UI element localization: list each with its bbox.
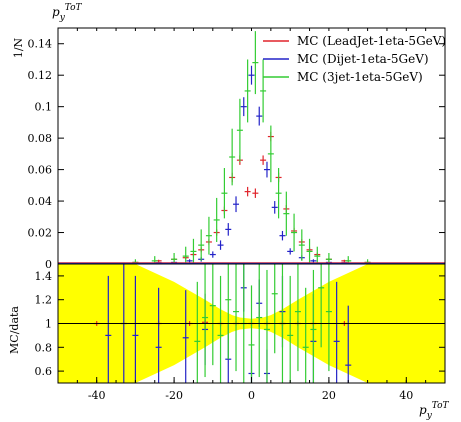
ratio-ylabel: MC/data bbox=[8, 306, 21, 354]
ratio-plot-frame bbox=[57, 263, 446, 384]
ratio-ytick-label: 0.8 bbox=[35, 341, 53, 354]
ratio-ytick-label: 0.6 bbox=[35, 365, 53, 378]
ratio-xtick-label: 40 bbox=[399, 389, 413, 402]
main-ytick-label: 0.1 bbox=[35, 101, 53, 114]
main-ytick-label: 0.02 bbox=[28, 227, 53, 240]
ratio-plot-panel: 0.6 0.8 1 1.2 1.4 -40 -20 0 20 40 MC/data pyToT bbox=[8, 28, 450, 421]
ratio-ytick-label: 1 bbox=[45, 318, 52, 331]
main-plot-panel: 0 0.02 0.04 0.06 0.08 0.1 0.12 0.14 1/N MC (Lea… bbox=[12, 3, 446, 271]
ratio-xtick-label: -40 bbox=[88, 389, 106, 402]
ratio-xtick-label: 20 bbox=[322, 389, 336, 402]
main-plot-series bbox=[58, 31, 445, 264]
ratio-xtick-label: -20 bbox=[165, 389, 183, 402]
ratio-y-axis-ticks: 0.6 0.8 1 1.2 1.4 bbox=[35, 270, 445, 378]
ratio-xtick-label: 0 bbox=[248, 389, 255, 402]
legend: MC (LeadJet-1eta-5GeV) MC (Dijet-1eta-5G… bbox=[263, 34, 446, 84]
legend-label-dijet: MC (Dijet-1eta-5GeV) bbox=[297, 52, 429, 66]
ratio-xlabel-pyTot: pyToT bbox=[419, 401, 450, 421]
ratio-ytick-label: 1.2 bbox=[35, 294, 53, 307]
main-ytick-label: 0 bbox=[45, 258, 52, 271]
main-ytick-label: 0.14 bbox=[28, 38, 53, 51]
main-ytick-label: 0.06 bbox=[28, 164, 53, 177]
ratio-ytick-label: 1.4 bbox=[35, 270, 53, 283]
main-ytick-label: 0.12 bbox=[28, 69, 53, 82]
main-ytick-label: 0.04 bbox=[28, 195, 53, 208]
main-ytick-label: 0.08 bbox=[28, 132, 53, 145]
legend-label-leadjet: MC (LeadJet-1eta-5GeV) bbox=[297, 34, 446, 48]
main-ylabel: 1/N bbox=[12, 37, 25, 58]
legend-label-3jet: MC (3jet-1eta-5GeV) bbox=[297, 70, 423, 84]
ratio-x-axis-ticks: -40 -20 0 20 40 bbox=[57, 28, 446, 402]
main-title-pyTot: pyToT bbox=[52, 3, 83, 23]
main-y-axis-ticks: 0 0.02 0.04 0.06 0.08 0.1 0.12 0.14 bbox=[28, 38, 445, 271]
